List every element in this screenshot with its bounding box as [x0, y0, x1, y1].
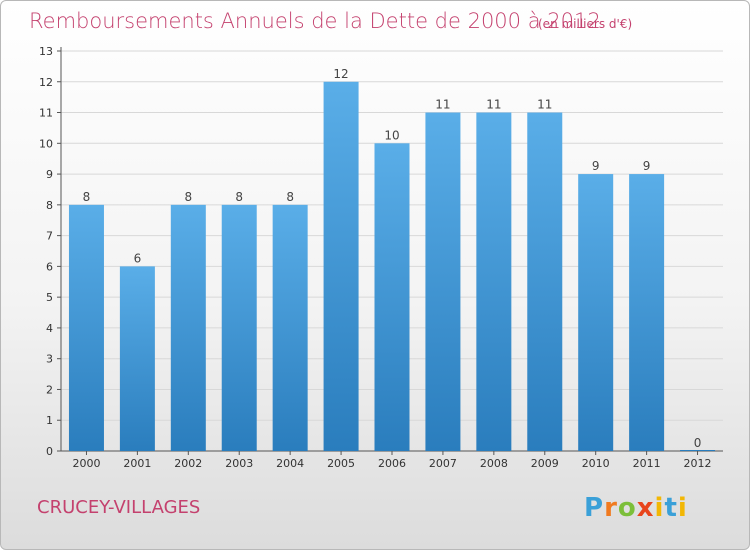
- bar-value-label: 8: [83, 190, 91, 204]
- logo-letter: r: [604, 493, 618, 523]
- y-tick-label: 4: [46, 322, 53, 335]
- bar-value-label: 0: [694, 436, 702, 450]
- bar: [374, 143, 410, 452]
- logo-letter: x: [636, 493, 655, 523]
- bar: [221, 204, 257, 451]
- chart-subtitle: (en milliers d'€): [538, 17, 633, 31]
- x-tick-label: 2002: [174, 457, 202, 470]
- x-tick-label: 2007: [429, 457, 457, 470]
- bar-value-label: 11: [486, 98, 501, 112]
- bar-value-label: 9: [592, 159, 600, 173]
- x-tick-label: 2000: [72, 457, 100, 470]
- y-tick-label: 10: [39, 137, 53, 150]
- bar: [476, 112, 512, 452]
- bar: [170, 204, 206, 451]
- x-tick-label: 2005: [327, 457, 355, 470]
- bar: [527, 112, 563, 452]
- bar: [323, 81, 359, 452]
- logo-letter: t: [664, 493, 678, 523]
- x-tick-label: 2009: [531, 457, 559, 470]
- bar-value-label: 8: [235, 190, 243, 204]
- bar-value-label: 10: [384, 128, 399, 142]
- commune-name: CRUCEY-VILLAGES: [37, 497, 201, 518]
- y-tick-label: 1: [46, 414, 53, 427]
- y-tick-label: 3: [46, 353, 53, 366]
- y-tick-label: 11: [39, 107, 53, 120]
- x-tick-label: 2001: [123, 457, 151, 470]
- logo-letter: o: [617, 493, 637, 523]
- bar: [578, 174, 614, 452]
- y-tick-label: 8: [46, 199, 53, 212]
- y-tick-label: 2: [46, 383, 53, 396]
- bar-value-label: 6: [134, 251, 142, 265]
- x-tick-label: 2012: [684, 457, 712, 470]
- logo-letter: i: [654, 493, 665, 523]
- bar: [272, 204, 308, 451]
- y-tick-label: 0: [46, 445, 53, 458]
- x-tick-label: 2010: [582, 457, 610, 470]
- bar-value-label: 11: [537, 98, 552, 112]
- bar-value-label: 8: [184, 190, 192, 204]
- x-tick-label: 2006: [378, 457, 406, 470]
- bar: [68, 204, 104, 451]
- y-tick-label: 9: [46, 168, 53, 181]
- bar-value-label: 8: [286, 190, 294, 204]
- bar-value-label: 11: [435, 98, 450, 112]
- y-tick-label: 7: [46, 230, 53, 243]
- logo-letter: P: [584, 493, 605, 523]
- bar: [119, 266, 155, 451]
- x-tick-label: 2008: [480, 457, 508, 470]
- bar-value-label: 12: [333, 67, 348, 81]
- y-tick-label: 13: [39, 45, 53, 58]
- x-tick-label: 2011: [633, 457, 661, 470]
- proxiti-logo: Proxiti: [584, 493, 688, 523]
- logo-letter: i: [677, 493, 688, 523]
- x-tick-label: 2004: [276, 457, 304, 470]
- x-tick-label: 2003: [225, 457, 253, 470]
- y-tick-label: 6: [46, 260, 53, 273]
- bar-value-label: 9: [643, 159, 651, 173]
- y-tick-label: 12: [39, 76, 53, 89]
- chart-title: Remboursements Annuels de la Dette de 20…: [29, 9, 601, 33]
- bar: [629, 174, 665, 452]
- bar: [425, 112, 461, 452]
- y-tick-label: 5: [46, 291, 53, 304]
